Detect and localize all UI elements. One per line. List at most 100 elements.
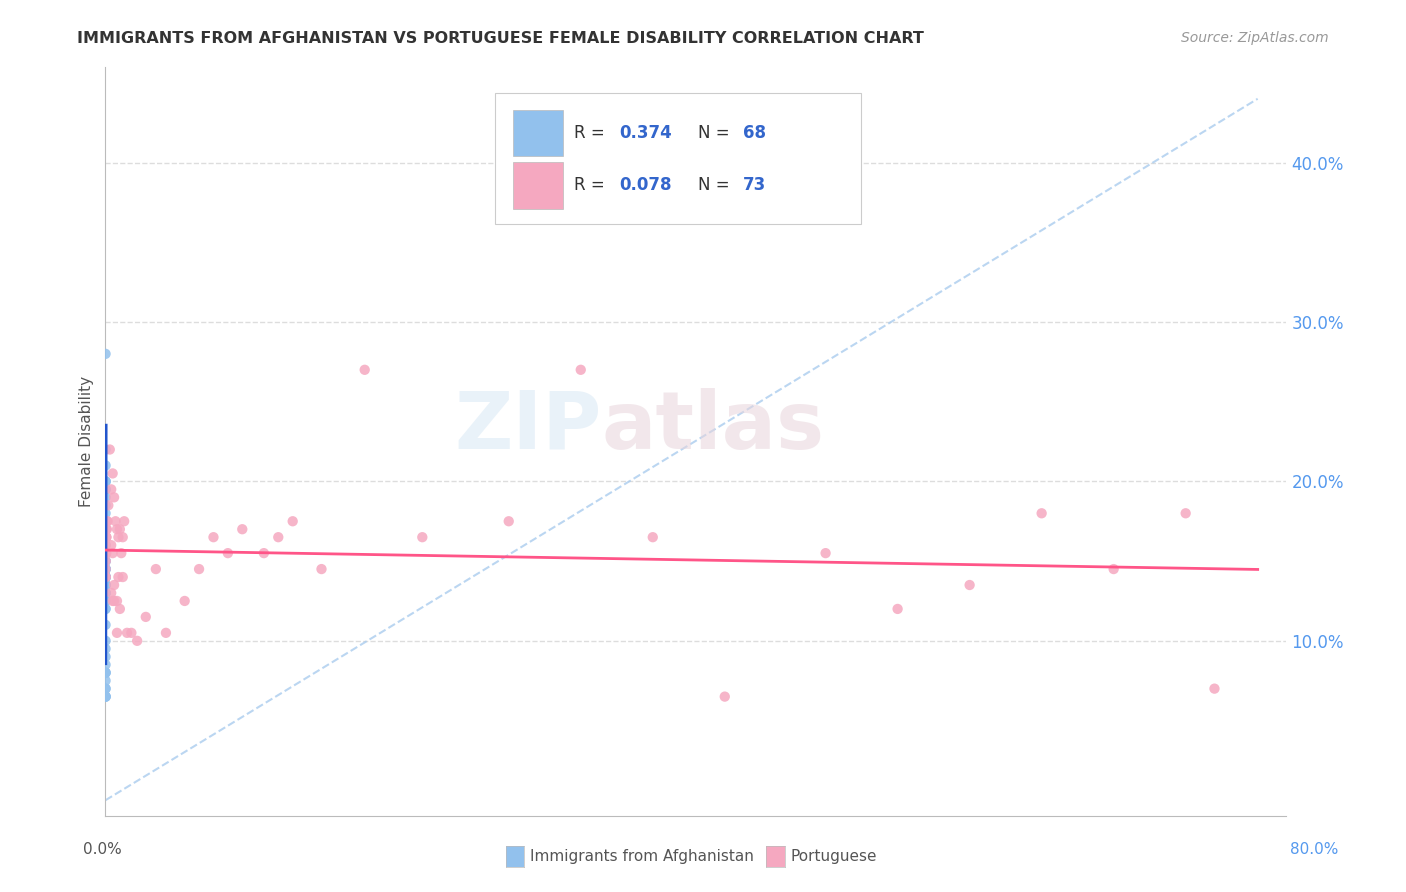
- Point: [105, 594, 128, 608]
- Y-axis label: Female Disability: Female Disability: [79, 376, 94, 508]
- Point: [94, 570, 117, 584]
- Point: [94, 578, 117, 592]
- Point: [94, 546, 117, 560]
- Point: [104, 514, 127, 528]
- Point: [94, 546, 117, 560]
- Point: [217, 546, 239, 560]
- Point: [103, 491, 125, 505]
- Text: ZIP: ZIP: [454, 387, 602, 466]
- Point: [112, 514, 135, 528]
- Point: [94, 578, 117, 592]
- Point: [96, 514, 118, 528]
- Point: [108, 522, 131, 536]
- Text: Portuguese: Portuguese: [790, 849, 877, 863]
- Point: [94, 522, 117, 536]
- Point: [94, 665, 117, 680]
- Point: [94, 562, 117, 576]
- Point: [97, 498, 120, 512]
- Point: [94, 618, 117, 632]
- Point: [498, 514, 520, 528]
- Point: [94, 681, 117, 696]
- Point: [96, 522, 118, 536]
- Point: [107, 570, 129, 584]
- Point: [110, 546, 132, 560]
- Point: [94, 649, 117, 664]
- Point: [96, 530, 118, 544]
- Point: [94, 570, 117, 584]
- Text: 80.0%: 80.0%: [1291, 842, 1339, 856]
- Point: [173, 594, 195, 608]
- Text: Immigrants from Afghanistan: Immigrants from Afghanistan: [530, 849, 754, 863]
- Point: [96, 514, 118, 528]
- Text: 73: 73: [744, 177, 766, 194]
- Point: [253, 546, 276, 560]
- Point: [94, 594, 117, 608]
- Point: [115, 625, 138, 640]
- Point: [94, 586, 117, 600]
- Point: [94, 442, 117, 457]
- Point: [94, 578, 117, 592]
- Point: [145, 562, 167, 576]
- Point: [111, 570, 134, 584]
- Point: [94, 562, 117, 576]
- FancyBboxPatch shape: [513, 110, 562, 156]
- Point: [94, 506, 117, 520]
- Point: [94, 538, 117, 552]
- Point: [94, 673, 117, 688]
- Point: [267, 530, 290, 544]
- Point: [94, 483, 117, 497]
- Point: [94, 562, 117, 576]
- Point: [814, 546, 837, 560]
- Text: 68: 68: [744, 124, 766, 142]
- Point: [100, 538, 122, 552]
- Point: [713, 690, 735, 704]
- Point: [94, 554, 117, 568]
- Point: [94, 530, 117, 544]
- Point: [94, 586, 117, 600]
- Point: [127, 633, 149, 648]
- Point: [94, 483, 117, 497]
- Point: [281, 514, 304, 528]
- Point: [188, 562, 211, 576]
- Point: [96, 522, 118, 536]
- Point: [353, 363, 375, 377]
- Point: [94, 681, 117, 696]
- Point: [94, 546, 117, 560]
- Point: [94, 475, 117, 489]
- Point: [94, 546, 117, 560]
- Point: [94, 570, 117, 584]
- Point: [94, 562, 117, 576]
- Point: [94, 690, 117, 704]
- Point: [94, 570, 117, 584]
- Point: [107, 530, 129, 544]
- Point: [94, 554, 117, 568]
- Text: 0.0%: 0.0%: [83, 842, 122, 856]
- Point: [94, 522, 117, 536]
- Text: IMMIGRANTS FROM AFGHANISTAN VS PORTUGUESE FEMALE DISABILITY CORRELATION CHART: IMMIGRANTS FROM AFGHANISTAN VS PORTUGUES…: [77, 31, 924, 46]
- Point: [94, 514, 117, 528]
- Point: [94, 594, 117, 608]
- Point: [94, 546, 117, 560]
- FancyBboxPatch shape: [513, 162, 562, 209]
- Point: [94, 665, 117, 680]
- Point: [311, 562, 333, 576]
- Point: [959, 578, 981, 592]
- Text: 0.078: 0.078: [619, 177, 672, 194]
- Point: [108, 602, 131, 616]
- Point: [1204, 681, 1226, 696]
- Point: [94, 690, 117, 704]
- Point: [886, 602, 908, 616]
- Point: [94, 602, 117, 616]
- Point: [231, 522, 253, 536]
- Point: [94, 690, 117, 704]
- Text: R =: R =: [574, 177, 610, 194]
- Point: [94, 530, 117, 544]
- Point: [94, 458, 117, 473]
- Point: [641, 530, 664, 544]
- Point: [202, 530, 225, 544]
- Text: Source: ZipAtlas.com: Source: ZipAtlas.com: [1181, 31, 1329, 45]
- Point: [101, 594, 124, 608]
- Point: [94, 570, 117, 584]
- Point: [94, 562, 117, 576]
- Point: [94, 570, 117, 584]
